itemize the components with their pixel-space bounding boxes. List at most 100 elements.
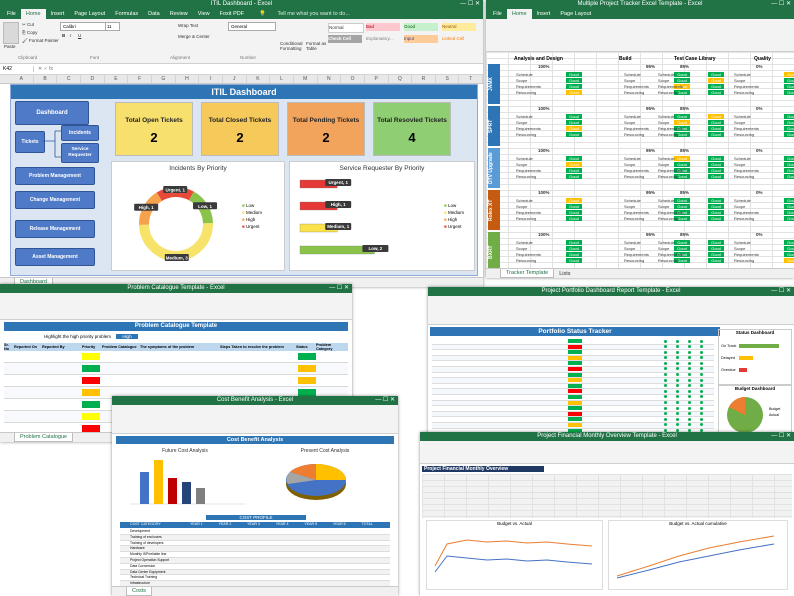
window-controls[interactable]: — ☐ ✕ <box>375 397 395 403</box>
status-cell-good[interactable]: Good <box>784 252 794 257</box>
status-cell-good[interactable]: Good <box>566 72 582 77</box>
table-row[interactable] <box>432 339 714 345</box>
status-cell-good[interactable]: Good <box>708 90 724 95</box>
status-cell-good[interactable]: Good <box>784 210 794 215</box>
table-row[interactable] <box>432 372 714 379</box>
nav-problem-button[interactable]: Problem Management <box>15 167 95 185</box>
column-header[interactable]: B <box>34 75 58 83</box>
status-cell-good[interactable]: Good <box>674 204 690 209</box>
table-row[interactable] <box>4 351 348 363</box>
status-cell-good[interactable]: Good <box>708 168 724 173</box>
column-header[interactable]: R <box>412 75 436 83</box>
column-header[interactable]: S <box>436 75 460 83</box>
table-row[interactable] <box>432 417 714 423</box>
tab-page-layout[interactable]: Page Layout <box>560 11 592 17</box>
status-cell-good[interactable]: Good <box>566 90 582 95</box>
status-cell-good[interactable]: Good <box>784 174 794 179</box>
status-cell-good[interactable]: Good <box>674 162 690 167</box>
paste-button[interactable]: Paste <box>4 44 16 49</box>
status-cell-good[interactable]: Good <box>784 216 794 221</box>
column-header[interactable]: D <box>81 75 105 83</box>
status-cell-good[interactable]: Good <box>566 156 582 161</box>
status-cell-good[interactable]: Good <box>566 132 582 137</box>
status-cell-good[interactable]: Good <box>674 210 690 215</box>
nav-incidents-button[interactable]: Incidents <box>61 125 99 141</box>
status-cell-good[interactable]: Good <box>674 216 690 221</box>
status-cell-good[interactable]: Good <box>566 114 582 119</box>
status-cell-good[interactable]: Good <box>784 204 794 209</box>
status-cell-good[interactable]: Good <box>674 72 690 77</box>
tab-home[interactable]: Home <box>506 9 532 19</box>
conditional-formatting-button[interactable]: Conditional Formatting <box>280 41 303 51</box>
status-cell-good[interactable]: Good <box>784 126 794 131</box>
status-cell-good[interactable]: Good <box>674 240 690 245</box>
fx-icon[interactable]: ✕ ✓ fx <box>38 66 54 72</box>
number-format-select[interactable]: General <box>228 22 276 31</box>
window-controls[interactable]: — ☐ ✕ <box>771 433 791 439</box>
status-cell-good[interactable]: Good <box>708 240 724 245</box>
table-row[interactable]: Training of end users <box>120 534 390 541</box>
status-cell-good[interactable]: Good <box>566 240 582 245</box>
status-cell-good[interactable]: Good <box>784 78 794 83</box>
highlight-select[interactable]: High <box>116 334 138 339</box>
tell-me-box[interactable]: 💡 Tell me what you want to do... <box>249 9 360 19</box>
style-explanatory[interactable]: Explanatory... <box>366 36 394 41</box>
status-cell-good[interactable]: Good <box>566 252 582 257</box>
status-cell-good[interactable]: Good <box>708 210 724 215</box>
column-header[interactable]: J <box>223 75 247 83</box>
table-row[interactable]: Technical Training <box>120 575 390 582</box>
column-header[interactable]: F <box>128 75 152 83</box>
status-cell-good[interactable]: Good <box>708 114 724 119</box>
table-row[interactable] <box>432 355 714 362</box>
window-controls[interactable]: — ☐ ✕ <box>771 288 791 294</box>
status-cell-good[interactable]: Good <box>708 252 724 257</box>
tab-data[interactable]: Data <box>148 11 160 17</box>
status-cell-good[interactable]: Good <box>784 198 794 203</box>
status-cell-good[interactable]: Good <box>708 84 724 89</box>
style-check-cell[interactable]: Check Cell <box>328 35 362 43</box>
style-normal[interactable]: Normal <box>328 23 364 33</box>
table-row[interactable]: Training of developers <box>120 540 390 547</box>
status-cell-good[interactable]: Good <box>784 132 794 137</box>
column-header[interactable]: G <box>152 75 176 83</box>
sheet-tab-problem[interactable]: Problem Catalogue <box>14 433 74 442</box>
status-cell-good[interactable]: Good <box>566 204 582 209</box>
status-cell-good[interactable]: Good <box>784 162 794 167</box>
table-row[interactable]: Monthly ISP/reliable line <box>120 552 390 558</box>
bold-button[interactable]: B <box>62 33 66 38</box>
wrap-text-button[interactable]: Wrap Text <box>178 23 199 28</box>
status-cell-good[interactable]: Good <box>674 156 690 161</box>
table-row[interactable] <box>432 394 714 401</box>
tab-view[interactable]: View <box>197 11 210 17</box>
table-row[interactable] <box>432 422 714 429</box>
table-row[interactable]: Development <box>120 529 390 535</box>
table-row[interactable] <box>432 400 714 407</box>
table-row[interactable] <box>432 411 714 418</box>
style-linked-cell[interactable]: Linked Cell <box>442 36 465 41</box>
column-header[interactable]: N <box>318 75 342 83</box>
style-neutral[interactable]: Neutral <box>442 23 476 31</box>
status-cell-good[interactable]: Good <box>674 84 690 89</box>
status-cell-good[interactable]: Good <box>566 198 582 203</box>
nav-dashboard-button[interactable]: Dashboard <box>15 101 89 125</box>
nav-service-requester-button[interactable]: Service Requester <box>61 143 99 163</box>
window-controls[interactable]: — ☐ ✕ <box>329 285 349 291</box>
table-row[interactable] <box>4 375 348 387</box>
status-cell-good[interactable]: Good <box>784 114 794 119</box>
column-header[interactable]: E <box>105 75 129 83</box>
font-size-select[interactable]: 11 <box>105 22 120 31</box>
nav-release-button[interactable]: Release Management <box>15 220 95 238</box>
table-row[interactable] <box>4 363 348 375</box>
status-cell-good[interactable]: Good <box>784 168 794 173</box>
status-cell-good[interactable]: Good <box>708 246 724 251</box>
format-painter-button[interactable]: 🖌 Format Painter <box>22 38 59 43</box>
tab-review[interactable]: Review <box>169 11 188 17</box>
table-row[interactable]: Hardware <box>120 546 390 553</box>
table-row[interactable]: Data Conversion <box>120 563 390 570</box>
status-cell-good[interactable]: Good <box>674 114 690 119</box>
cut-button[interactable]: ✂ Cut <box>22 22 35 27</box>
incidents-chart-panel[interactable]: Incidents By Priority Low, 1 Medium, 3 Hig… <box>111 161 285 271</box>
style-bad[interactable]: Bad <box>366 23 400 31</box>
nav-asset-button[interactable]: Asset Management <box>15 248 95 266</box>
status-cell-good[interactable]: Good <box>784 90 794 95</box>
